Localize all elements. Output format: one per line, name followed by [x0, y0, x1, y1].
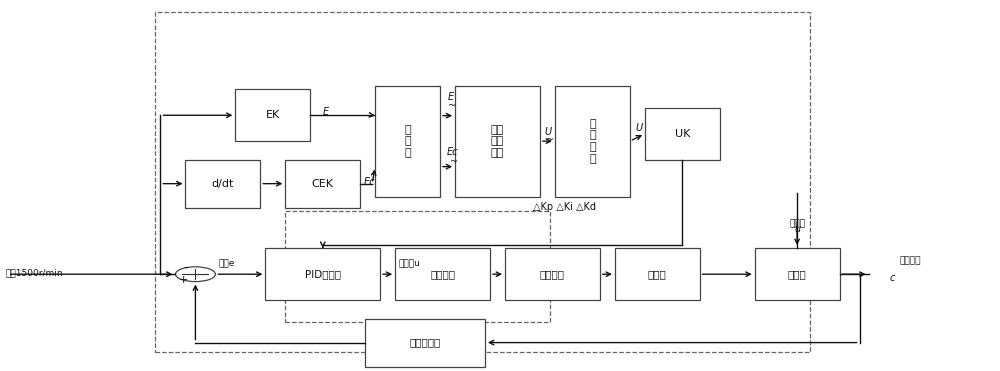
- Bar: [235, 89, 310, 141]
- Bar: [185, 160, 260, 208]
- Text: PID控制器: PID控制器: [305, 269, 341, 279]
- Text: c: c: [889, 273, 895, 283]
- Bar: [395, 248, 490, 300]
- Bar: [645, 108, 720, 160]
- Bar: [755, 248, 840, 300]
- Bar: [615, 248, 700, 300]
- Text: 步进电机: 步进电机: [540, 269, 565, 279]
- Text: 模
糊
化: 模 糊 化: [404, 125, 411, 158]
- Text: 模糊
推理
算法: 模糊 推理 算法: [491, 125, 504, 158]
- Text: △Kp △Ki △Kd: △Kp △Ki △Kd: [533, 202, 596, 212]
- Bar: [505, 248, 600, 300]
- Text: 扰动量: 扰动量: [790, 219, 806, 228]
- Text: ~: ~: [546, 135, 554, 145]
- Text: u: u: [795, 224, 801, 234]
- Text: CEK: CEK: [312, 179, 334, 188]
- Bar: [265, 248, 380, 300]
- Bar: [555, 86, 630, 197]
- Text: +: +: [179, 275, 188, 285]
- Text: E: E: [448, 92, 454, 102]
- Bar: [365, 319, 485, 367]
- Text: U: U: [544, 127, 551, 137]
- Text: E: E: [322, 106, 328, 116]
- Text: U: U: [636, 123, 643, 133]
- Text: 输出转速: 输出转速: [899, 256, 921, 265]
- Text: d/dt: d/dt: [212, 179, 234, 188]
- Bar: [375, 86, 440, 197]
- Text: EK: EK: [266, 110, 280, 120]
- Text: 偏差e: 偏差e: [218, 260, 235, 269]
- Text: 转速传感器: 转速传感器: [409, 338, 441, 348]
- Text: 校正环节: 校正环节: [430, 269, 455, 279]
- Text: Ec: Ec: [447, 147, 459, 157]
- Text: 控制量u: 控制量u: [398, 260, 420, 269]
- Text: Ec: Ec: [364, 177, 376, 187]
- Text: 发动机: 发动机: [788, 269, 806, 279]
- Text: UK: UK: [675, 129, 690, 139]
- Bar: [285, 160, 360, 208]
- Text: 给定1500r/min: 给定1500r/min: [6, 268, 63, 277]
- Text: 模
糊
判
决: 模 糊 判 决: [589, 119, 596, 164]
- Text: -: -: [183, 261, 188, 274]
- Bar: [455, 86, 540, 197]
- Text: ~: ~: [450, 157, 458, 167]
- Text: 节气门: 节气门: [648, 269, 667, 279]
- Text: ~: ~: [448, 101, 456, 111]
